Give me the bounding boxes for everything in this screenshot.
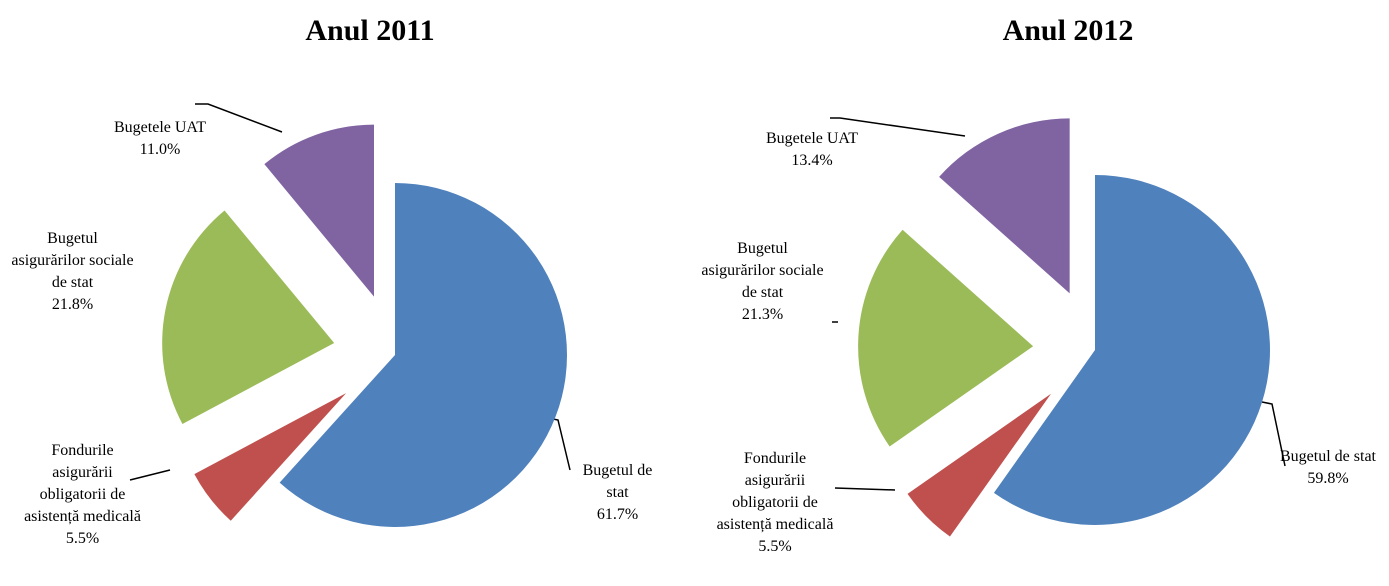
value-label: 13.4% [791,152,833,169]
pie-slice [858,229,1034,447]
category-label: Bugetul asigurărilor sociale de stat [701,240,824,301]
category-label: Fondurile asigurării obligatorii de asis… [716,450,834,533]
chart-title: Anul 2012 [1002,14,1134,47]
slice-label: Bugetul de stat 61.7% [570,460,665,526]
pie-slice [939,118,1070,294]
value-label: 61.7% [596,506,639,523]
slice-label: Fondurile asigurării obligatorii de asis… [20,440,145,550]
value-label: 21.3% [741,306,784,323]
value-label: 11.0% [139,141,181,158]
value-label: 5.5% [758,538,792,555]
pie-slice [907,393,1052,537]
category-label: Bugetele UAT [114,119,206,136]
leader-line [830,117,966,137]
leader-line [1261,401,1286,467]
slice-label: Bugetul de stat 59.8% [1278,446,1378,490]
slice-label: Bugetele UAT 11.0% [100,117,220,161]
value-label: 5.5% [65,530,100,547]
category-label: Bugetul asigurărilor sociale de stat [11,230,134,291]
chart-title: Anul 2011 [305,14,435,47]
pie-slice [194,393,347,521]
leader-line [834,487,896,491]
category-label: Fondurile asigurării obligatorii de asis… [24,442,141,525]
value-label: 21.8% [51,296,94,313]
slice-label: Bugetul asigurărilor sociale de stat 21.8… [10,228,135,316]
leader-line [129,469,171,481]
pie-slice [264,124,374,297]
category-label: Bugetul de stat [582,462,653,501]
slice-label: Bugetele UAT 13.4% [752,128,872,172]
category-label: Bugetele UAT [766,130,858,147]
category-label: Bugetul de stat [1280,448,1376,465]
pie-slice [279,183,567,528]
value-label: 59.8% [1307,470,1349,487]
pie-slice [162,210,335,424]
slice-label: Bugetul asigurărilor sociale de stat 21.3… [700,238,825,326]
leader-line [195,103,283,133]
pie-slice [993,175,1270,525]
slice-label: Fondurile asigurării obligatorii de asis… [712,448,838,558]
